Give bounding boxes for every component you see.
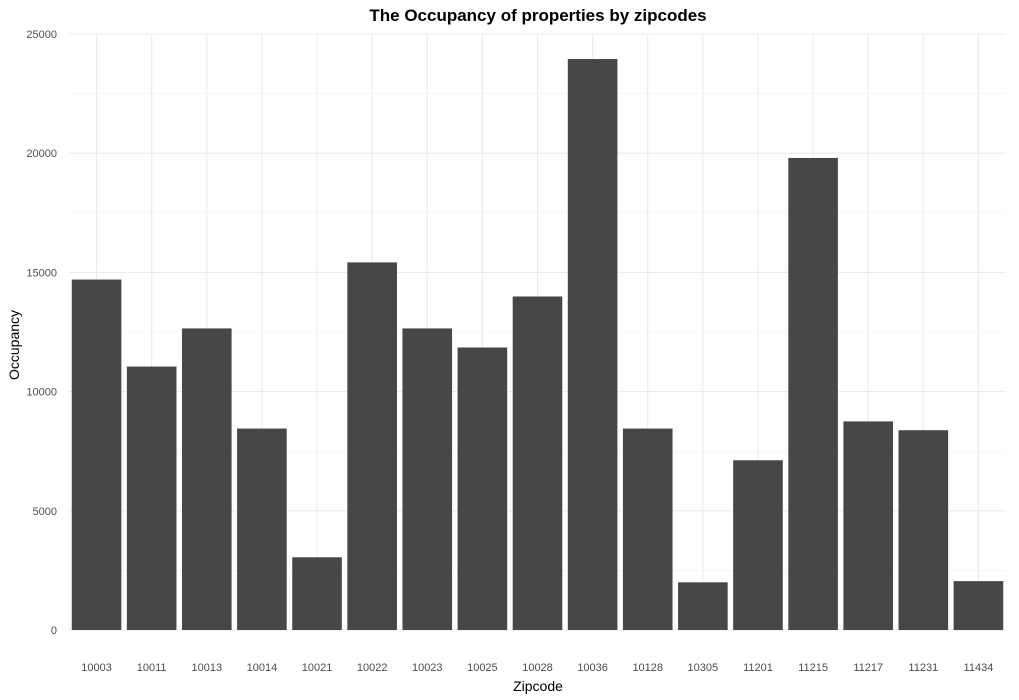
x-tick-label: 11217 (853, 662, 883, 674)
bar-10023 (402, 328, 453, 630)
x-tick-label: 10022 (357, 662, 388, 674)
x-tick-label: 10014 (247, 662, 278, 674)
x-tick-label: 10021 (302, 662, 333, 674)
bar-10021 (292, 557, 342, 630)
bar-10036 (567, 59, 618, 631)
bar-10028 (512, 296, 563, 630)
chart-title: The Occupancy of properties by zipcodes (369, 6, 706, 25)
y-axis-title: Occupancy (6, 310, 22, 380)
x-tick-label: 10128 (632, 662, 663, 674)
x-tick-label: 10305 (688, 662, 719, 674)
bar-10128 (622, 428, 673, 630)
y-tick-label: 10000 (26, 387, 57, 399)
x-axis-title: Zipcode (513, 678, 563, 694)
bar-11215 (788, 157, 838, 630)
bar-10305 (678, 582, 728, 630)
x-tick-label: 11434 (964, 662, 994, 674)
bar-10011 (126, 366, 177, 630)
y-tick-label: 0 (51, 625, 57, 637)
x-tick-label: 10011 (137, 662, 167, 674)
bar-11231 (898, 430, 949, 630)
y-tick-label: 15000 (26, 267, 57, 279)
x-tick-label: 10013 (191, 662, 222, 674)
bar-10014 (237, 428, 287, 630)
bar-11217 (843, 421, 894, 630)
x-tick-label: 10028 (522, 662, 553, 674)
y-tick-label: 20000 (26, 148, 57, 160)
bar-10013 (181, 328, 232, 630)
y-axis-tick-labels: 0 5000 10000 15000 20000 25000 (26, 29, 57, 637)
bar-11434 (953, 581, 1004, 630)
y-tick-label: 25000 (26, 29, 57, 41)
x-tick-label: 11215 (798, 662, 828, 674)
x-tick-label: 11201 (743, 662, 773, 674)
x-tick-label: 10003 (81, 662, 112, 674)
bars (71, 59, 1004, 631)
bar-10003 (71, 279, 122, 630)
bar-10022 (347, 262, 397, 630)
x-tick-label: 10023 (412, 662, 443, 674)
bar-11201 (733, 460, 783, 630)
x-axis-tick-labels: 10003 10011 10013 10014 10021 10022 10023 10025… (81, 662, 993, 674)
x-tick-label: 10036 (577, 662, 608, 674)
y-tick-label: 5000 (33, 506, 57, 518)
bar-10025 (457, 347, 508, 630)
x-tick-label: 11231 (908, 662, 938, 674)
x-tick-label: 10025 (467, 662, 498, 674)
